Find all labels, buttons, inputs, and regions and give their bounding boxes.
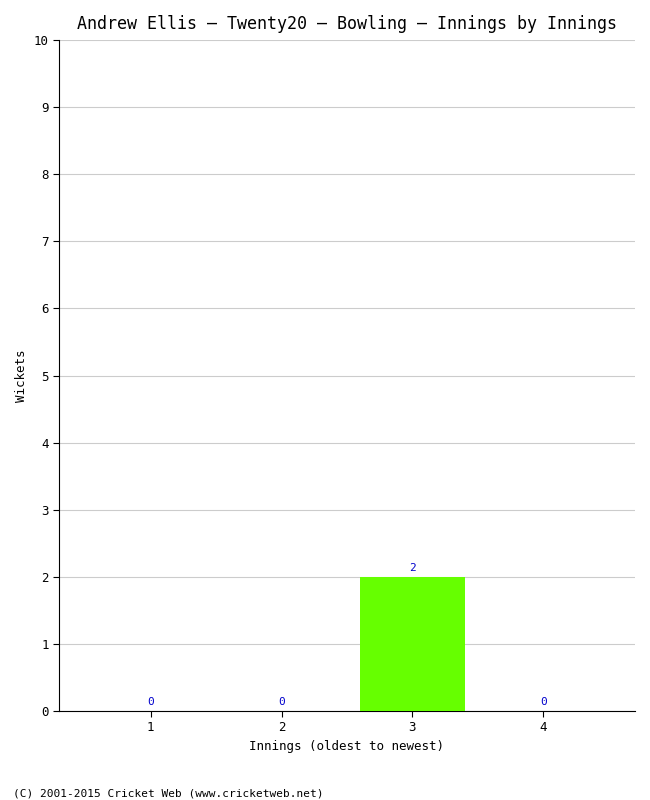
Y-axis label: Wickets: Wickets	[15, 350, 28, 402]
Text: 0: 0	[540, 697, 547, 707]
Text: 2: 2	[409, 563, 416, 573]
Text: 0: 0	[278, 697, 285, 707]
Text: 0: 0	[148, 697, 154, 707]
X-axis label: Innings (oldest to newest): Innings (oldest to newest)	[250, 740, 445, 753]
Bar	[360, 577, 465, 711]
Title: Andrew Ellis – Twenty20 – Bowling – Innings by Innings: Andrew Ellis – Twenty20 – Bowling – Inni…	[77, 15, 617, 33]
Text: (C) 2001-2015 Cricket Web (www.cricketweb.net): (C) 2001-2015 Cricket Web (www.cricketwe…	[13, 788, 324, 798]
